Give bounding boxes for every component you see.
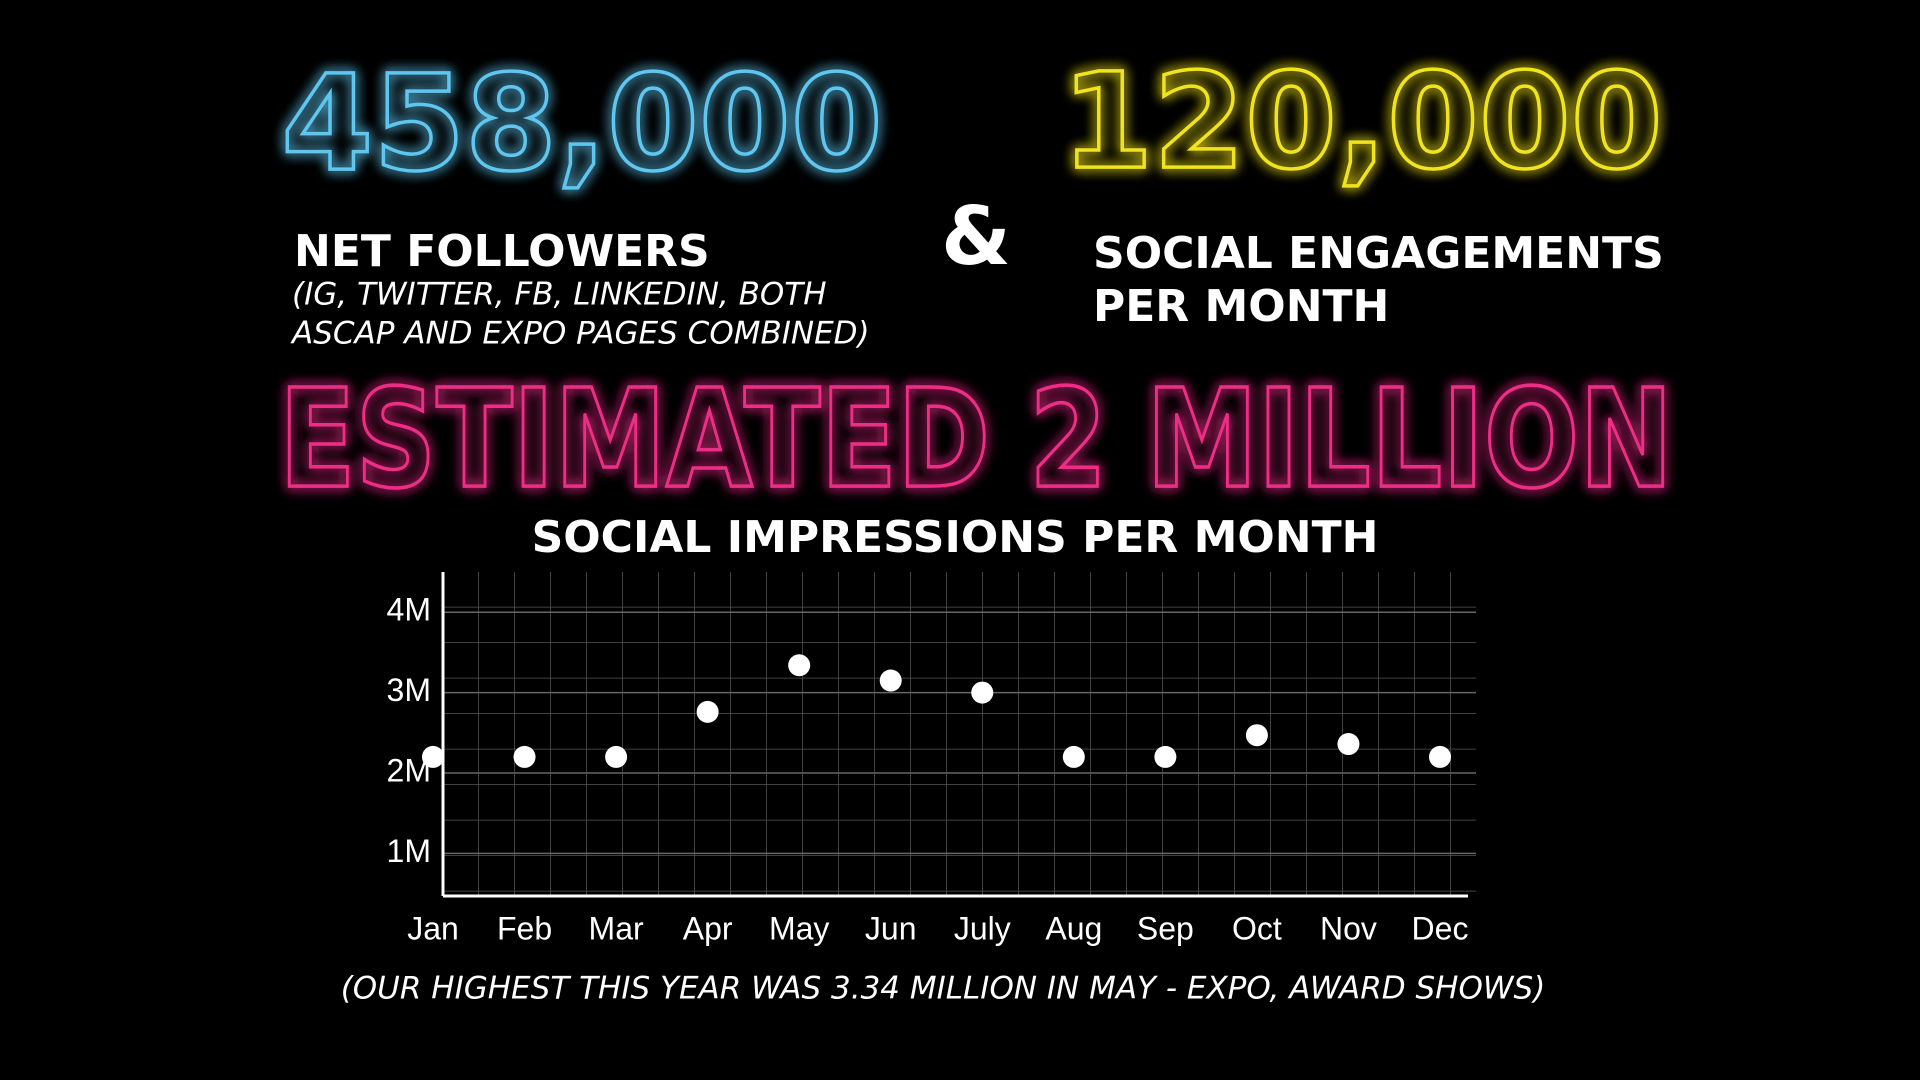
y-tick-label: 4M bbox=[387, 592, 431, 628]
point bbox=[1245, 724, 1268, 747]
point bbox=[788, 654, 811, 677]
x-tick-label: Mar bbox=[589, 910, 644, 946]
y-tick-label: 3M bbox=[387, 672, 431, 708]
point bbox=[605, 745, 628, 768]
x-tick-label: Aug bbox=[1045, 910, 1102, 946]
x-tick-label: Nov bbox=[1320, 910, 1377, 946]
engagements-label: SOCIAL ENGAGEMENTS bbox=[1093, 228, 1664, 279]
ampersand: & bbox=[941, 190, 1011, 283]
engagements-label: PER MONTH bbox=[1093, 281, 1389, 332]
chart-title: SOCIAL IMPRESSIONS PER MONTH bbox=[532, 512, 1379, 563]
point bbox=[1062, 745, 1085, 768]
point bbox=[971, 681, 994, 704]
x-tick-label: Dec bbox=[1412, 910, 1469, 946]
followers-label: NET FOLLOWERS bbox=[294, 226, 710, 277]
x-tick-label: Feb bbox=[497, 910, 552, 946]
x-tick-label: Apr bbox=[683, 910, 733, 946]
x-tick-label: July bbox=[954, 910, 1011, 946]
point bbox=[1154, 745, 1177, 768]
point bbox=[696, 700, 719, 723]
x-tick-label: May bbox=[769, 910, 829, 946]
followers-note: (IG, TWITTER, FB, LINKEDIN, BOTH bbox=[292, 277, 827, 313]
followers-note: ASCAP AND EXPO PAGES COMBINED) bbox=[290, 316, 870, 352]
impressions-value: ESTIMATED 2 MILLION bbox=[279, 361, 1673, 519]
grid-pattern bbox=[443, 572, 1476, 896]
point bbox=[513, 745, 536, 768]
point bbox=[1337, 733, 1360, 756]
x-tick-label: Oct bbox=[1232, 910, 1282, 946]
point bbox=[422, 745, 444, 768]
y-tick-label: 1M bbox=[387, 833, 431, 869]
point bbox=[1429, 745, 1451, 768]
x-tick-label: Jan bbox=[407, 910, 459, 946]
followers-value: 458,000 bbox=[281, 47, 882, 201]
x-tick-label: Jun bbox=[865, 910, 917, 946]
point bbox=[879, 669, 902, 692]
engagements-value: 120,000 bbox=[1061, 45, 1662, 199]
x-tick-label: Sep bbox=[1137, 910, 1194, 946]
footnote: (OUR HIGHEST THIS YEAR WAS 3.34 MILLION … bbox=[341, 971, 1546, 1007]
